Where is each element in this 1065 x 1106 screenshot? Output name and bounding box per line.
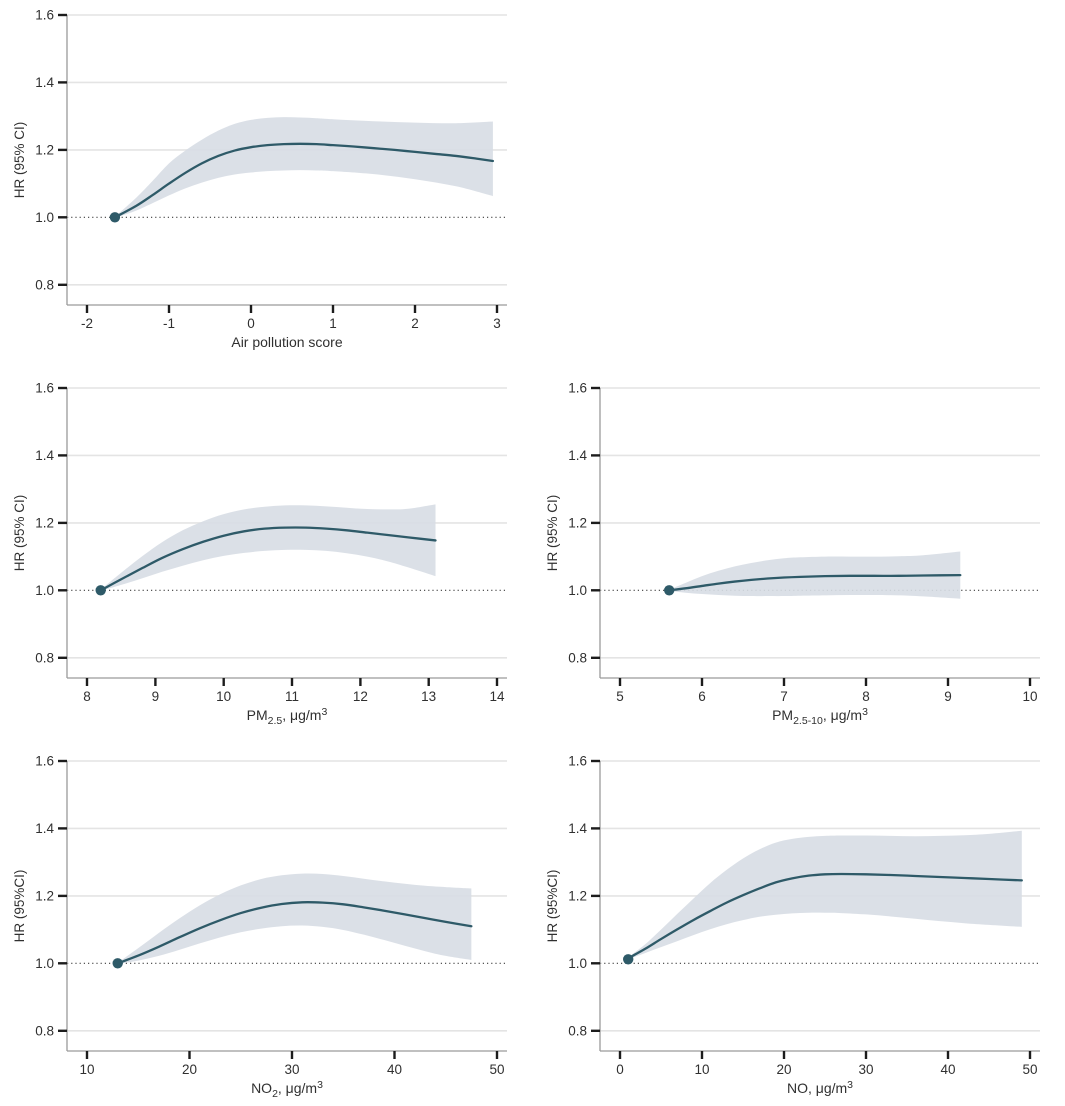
panel-pm25: 1.6 1.4 1.2 1.0 0.8 8 9 10 11 12 13 14 HR (95% CI) PM…	[0, 373, 532, 725]
chart-air-pollution-score: 1.6 1.4 1.2 1.0 0.8 -2 -1 0 1 2 3 HR (95% CI) Air po…	[12, 8, 507, 350]
confidence-band	[628, 830, 1022, 960]
chart-pm25-10: 1.6 1.4 1.2 1.0 0.8 5 6 7 8 9 10 HR (95% CI) PM2.5-1…	[545, 381, 1040, 725]
x-tick-label: 30	[858, 1062, 873, 1077]
x-tick-label: 8	[83, 689, 91, 704]
hr-curve	[116, 901, 473, 965]
x-tick-label: 2	[411, 316, 419, 331]
panel-no2: 1.6 1.4 1.2 1.0 0.8 10 20 30 40 50 HR (95%CI) NO2, …	[0, 746, 532, 1098]
y-tick-label: 1.2	[35, 888, 54, 903]
y-tick-label: 0.8	[35, 277, 54, 292]
y-tick-label: 1.2	[568, 888, 587, 903]
reference-point-dot	[95, 585, 106, 596]
x-tick-label: 14	[489, 689, 505, 704]
hr-curve	[99, 526, 437, 592]
x-tick-label: 9	[944, 689, 952, 704]
y-tick-label: 1.6	[568, 754, 587, 769]
x-tick-label: 40	[940, 1062, 955, 1077]
y-axis-label: HR (95%CI)	[545, 870, 560, 943]
y-axis-label: HR (95% CI)	[12, 495, 27, 572]
y-tick-label: 1.0	[568, 956, 587, 971]
x-tick-label: 12	[353, 689, 368, 704]
x-tick-label: 40	[387, 1062, 402, 1077]
y-tick-label: 1.4	[568, 448, 587, 463]
x-tick-label: 5	[616, 689, 624, 704]
x-tick-label: 50	[1022, 1062, 1037, 1077]
confidence-band	[117, 873, 472, 964]
chart-no2: 1.6 1.4 1.2 1.0 0.8 10 20 30 40 50 HR (95%CI) NO2, …	[12, 754, 507, 1098]
x-tick-label: 20	[776, 1062, 791, 1077]
y-tick-label: 1.6	[568, 381, 587, 396]
y-tick-label: 1.0	[35, 210, 54, 225]
y-tick-label: 0.8	[35, 650, 54, 665]
y-tick-label: 0.8	[35, 1023, 54, 1038]
y-tick-label: 1.6	[35, 381, 54, 396]
x-axis-label: Air pollution score	[231, 334, 342, 350]
x-axis-label: PM2.5, μg/m3	[247, 706, 328, 725]
confidence-band	[669, 551, 961, 599]
x-tick-label: 30	[284, 1062, 299, 1077]
x-tick-label: 0	[616, 1062, 624, 1077]
hr-curve	[668, 574, 962, 592]
confidence-band	[114, 117, 493, 218]
y-tick-label: 1.4	[35, 448, 54, 463]
x-tick-label: 9	[152, 689, 160, 704]
y-axis-label: HR (95%CI)	[12, 870, 27, 943]
y-tick-label: 1.4	[568, 821, 587, 836]
reference-point-dot	[623, 954, 634, 965]
reference-point-dot	[109, 212, 121, 223]
chart-pm25: 1.6 1.4 1.2 1.0 0.8 8 9 10 11 12 13 14 HR (95% CI) PM…	[12, 381, 507, 725]
y-axis-label: HR (95% CI)	[12, 122, 27, 199]
x-tick-label: 11	[285, 689, 299, 704]
y-tick-label: 1.4	[35, 821, 54, 836]
x-tick-label: 10	[216, 689, 231, 704]
x-tick-label: 10	[694, 1062, 709, 1077]
y-tick-label: 0.8	[568, 1023, 587, 1038]
panel-no: 1.6 1.4 1.2 1.0 0.8 0 10 20 30 40 50 HR (95%CI) NO, …	[533, 746, 1065, 1098]
y-tick-label: 1.2	[568, 515, 587, 530]
y-tick-label: 1.0	[35, 956, 54, 971]
confidence-band	[100, 504, 436, 591]
y-tick-label: 1.6	[35, 754, 54, 769]
x-axis-label: NO, μg/m3	[787, 1079, 853, 1096]
y-tick-label: 1.2	[35, 515, 54, 530]
x-tick-label: 6	[698, 689, 706, 704]
y-tick-label: 1.2	[35, 142, 54, 157]
x-tick-label: 50	[489, 1062, 504, 1077]
x-tick-label: 20	[182, 1062, 197, 1077]
x-tick-label: 1	[329, 316, 337, 331]
x-tick-label: -2	[81, 316, 93, 331]
x-tick-label: 8	[862, 689, 870, 704]
x-tick-label: 3	[493, 316, 501, 331]
hr-curve	[113, 142, 495, 219]
x-tick-label: 10	[1022, 689, 1037, 704]
y-axis-label: HR (95% CI)	[545, 495, 560, 572]
x-tick-label: 10	[79, 1062, 94, 1077]
y-tick-label: 0.8	[568, 650, 587, 665]
y-tick-label: 1.0	[35, 583, 54, 598]
x-tick-label: 13	[421, 689, 436, 704]
y-tick-label: 1.6	[35, 8, 54, 23]
x-axis-label: NO2, μg/m3	[251, 1079, 323, 1098]
chart-no: 1.6 1.4 1.2 1.0 0.8 0 10 20 30 40 50 HR (95%CI) NO, …	[545, 754, 1040, 1096]
y-tick-label: 1.0	[568, 583, 587, 598]
hr-curve	[627, 872, 1023, 960]
x-axis-label: PM2.5-10, μg/m3	[772, 706, 868, 725]
y-tick-label: 1.4	[35, 75, 54, 90]
x-tick-label: 0	[247, 316, 255, 331]
panel-pm25-10: 1.6 1.4 1.2 1.0 0.8 5 6 7 8 9 10 HR (95% CI) PM2.5-1…	[533, 373, 1065, 725]
reference-point-dot	[112, 958, 123, 969]
panel-air-pollution-score: 1.6 1.4 1.2 1.0 0.8 -2 -1 0 1 2 3 HR (95% CI) Air po…	[0, 0, 532, 352]
x-tick-label: 7	[780, 689, 788, 704]
reference-point-dot	[664, 585, 675, 596]
x-tick-label: -1	[163, 316, 175, 331]
